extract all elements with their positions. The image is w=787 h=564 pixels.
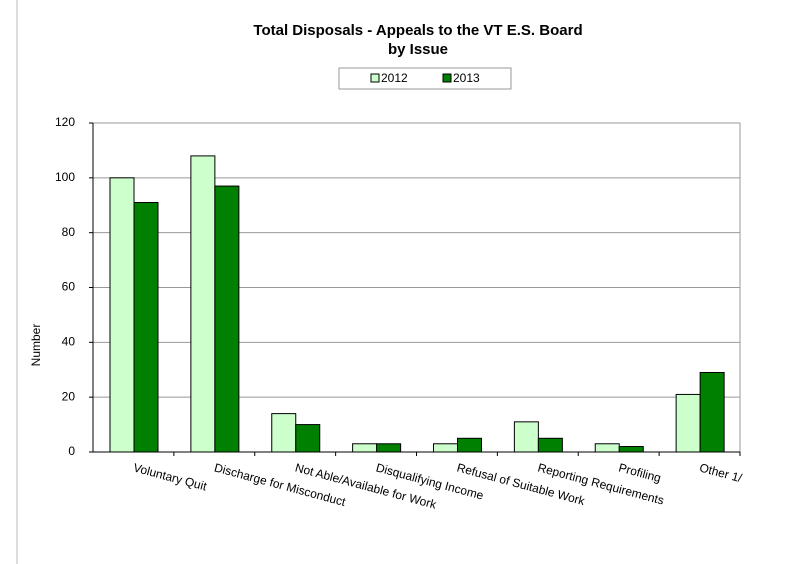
chart-subtitle: by Issue (388, 41, 448, 58)
bar (594, 443, 620, 453)
bar (190, 155, 216, 453)
y-tick-label: 40 (62, 335, 76, 349)
x-tick-label: Voluntary Quit (132, 460, 209, 493)
bar (352, 443, 378, 453)
bar (699, 371, 725, 453)
bar (271, 413, 297, 453)
y-axis-label: Number (29, 324, 43, 367)
bar (214, 185, 240, 453)
legend-swatch (370, 73, 380, 83)
bar (513, 421, 539, 453)
bar (109, 177, 135, 453)
y-tick-label: 100 (55, 170, 75, 184)
bar (295, 424, 321, 453)
x-tick-label: Profiling (617, 460, 663, 485)
chart-title: Total Disposals - Appeals to the VT E.S.… (253, 22, 582, 39)
bar (376, 443, 402, 453)
y-tick-label: 80 (62, 225, 76, 239)
y-tick-label: 120 (55, 115, 75, 129)
y-tick-label: 60 (62, 280, 76, 294)
bar (433, 443, 458, 453)
bar (675, 393, 701, 453)
legend-label: 2012 (381, 71, 408, 85)
legend-swatch (442, 73, 452, 83)
bar (537, 437, 563, 453)
y-tick-label: 20 (62, 389, 76, 403)
legend-label: 2013 (453, 71, 480, 85)
legend-box (338, 67, 512, 90)
y-tick-label: 0 (68, 444, 75, 458)
x-tick-label: Other 1/ (698, 460, 744, 485)
bar (618, 446, 644, 453)
bar (133, 202, 159, 453)
bar (457, 437, 482, 453)
